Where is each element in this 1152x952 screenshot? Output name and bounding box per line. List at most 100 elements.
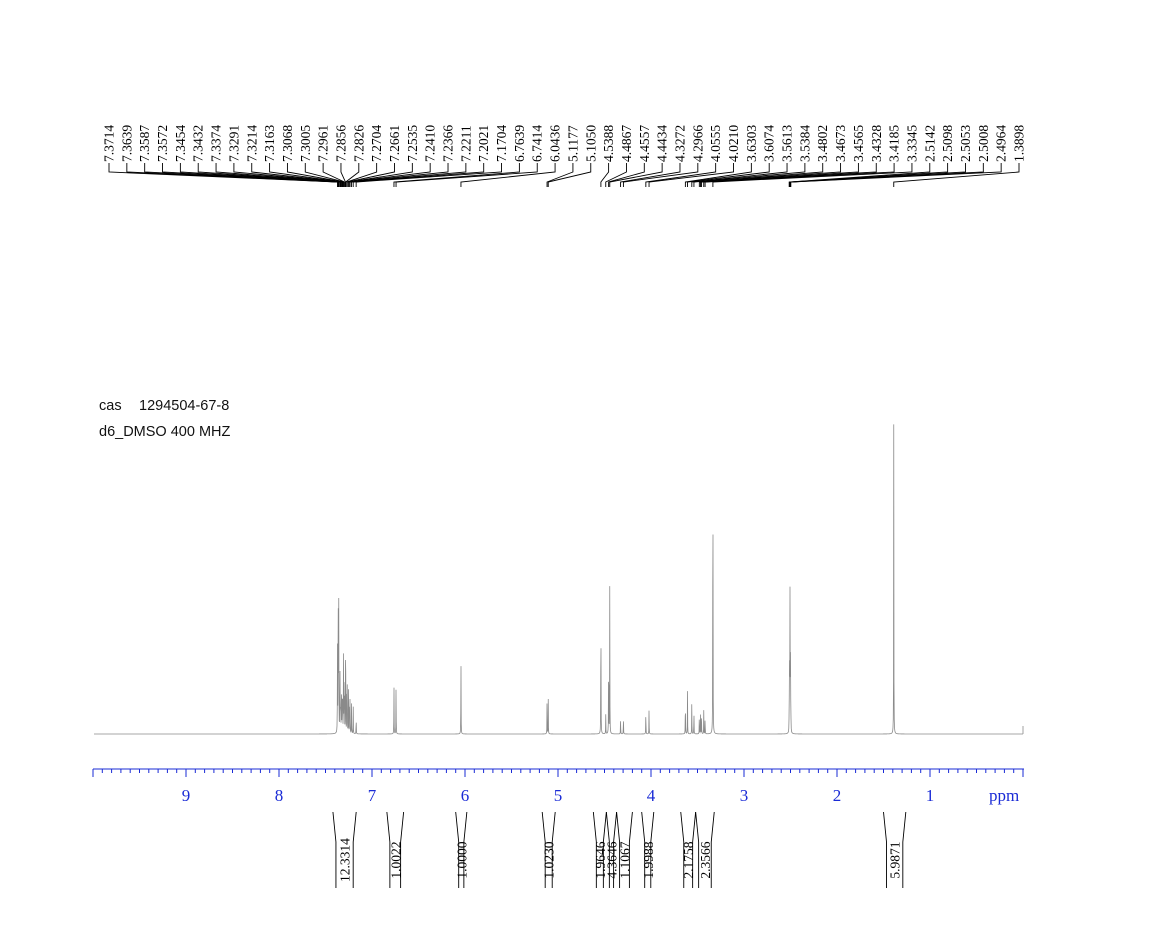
peak-label-connector: [700, 163, 842, 187]
peak-label-connector: [197, 163, 341, 187]
x-tick-label: 8: [275, 786, 284, 805]
integral-value-label: 1.0000: [454, 841, 469, 878]
peak-label-connector: [460, 163, 556, 187]
cas-number: 1294504-67-8: [139, 398, 229, 414]
peak-label: 3.5384: [797, 125, 812, 162]
peak-label-connector: [349, 163, 449, 187]
peak-label-connector: [698, 163, 824, 187]
peak-label-connector: [684, 163, 752, 187]
peak-label-connector: [691, 163, 788, 187]
peak-label-connector: [347, 163, 413, 187]
peak-label-connector: [605, 163, 627, 187]
peak-label: 4.4434: [655, 125, 670, 162]
peak-label: 4.0210: [726, 125, 741, 162]
integral-bracket: [592, 811, 607, 888]
peak-label: 2.5008: [976, 125, 991, 162]
peak-label: 4.4867: [619, 125, 634, 162]
peak-label-connector: [547, 163, 592, 187]
integral-bracket: [386, 811, 405, 888]
peak-label-connector: [893, 163, 1020, 187]
peak-label-connector: [704, 163, 895, 187]
peak-label: 2.5098: [940, 125, 955, 162]
peak-label-connector: [269, 163, 344, 187]
peak-label: 7.2366: [441, 125, 456, 162]
peak-label-connector: [546, 163, 574, 187]
peak-label-connector: [790, 163, 1002, 187]
peak-label: 4.4557: [637, 125, 652, 162]
peak-label: 3.4673: [833, 125, 848, 162]
peak-label-connector: [608, 163, 645, 187]
peak-label: 7.3163: [262, 125, 277, 162]
peak-label: 7.3374: [209, 125, 224, 162]
integral-value-label: 12.3314: [338, 838, 353, 882]
peak-label-connector: [251, 163, 343, 187]
integral-value-label: 1.1067: [617, 841, 632, 878]
peak-label: 7.2661: [387, 125, 402, 162]
integral-bracket: [883, 811, 907, 888]
x-tick-label: 3: [740, 786, 749, 805]
peak-label-connector: [352, 163, 485, 187]
peak-label: 7.3432: [191, 125, 206, 162]
spectrum-trace: [94, 424, 1023, 735]
peak-label-connector: [322, 163, 345, 187]
peak-label-group: 7.3714 7.3639 7.3587 7.3572 7.3454 7.3432 7.33…: [102, 125, 1027, 187]
integral-value-label: 1.9988: [641, 841, 656, 878]
peak-label: 7.2410: [423, 125, 438, 162]
cas-label: cas: [99, 398, 122, 414]
peak-label-connector: [355, 163, 502, 187]
integral-bracket: [455, 811, 468, 888]
peak-label-connector: [393, 163, 520, 187]
integral-value-label: 4.3646: [604, 841, 619, 878]
peak-label-connector: [286, 163, 344, 187]
peak-label-connector: [687, 163, 770, 187]
peak-label: 7.3005: [298, 125, 313, 162]
peak-label: 2.4964: [994, 125, 1009, 162]
peak-label: 5.1050: [583, 125, 598, 162]
peak-label: 3.6303: [744, 125, 759, 162]
peak-label-connector: [345, 163, 360, 187]
integral-bracket: [641, 811, 655, 888]
peak-label: 2.5053: [958, 125, 973, 162]
solvent-frequency-label: d6_DMSO 400 MHZ: [99, 424, 230, 440]
integral-group: 12.3314 1.0022 1.0000 1.0230 1.96464.36461.1…: [332, 811, 907, 888]
integral-bracket: [695, 811, 715, 888]
x-tick-label: 2: [833, 786, 842, 805]
peak-label: 3.3345: [904, 125, 919, 162]
peak-label: 3.4328: [869, 125, 884, 162]
peak-label: 3.4185: [887, 125, 902, 162]
peak-label-connector: [703, 163, 877, 187]
peak-label: 6.0436: [548, 125, 563, 162]
integral-value-label: 2.1758: [681, 841, 696, 878]
peak-label: 7.2961: [316, 125, 331, 162]
peak-label-connector: [620, 163, 681, 187]
peak-label-connector: [350, 163, 467, 187]
x-tick-label: 1: [926, 786, 935, 805]
peak-label-connector: [126, 163, 339, 187]
x-tick-label: 6: [461, 786, 470, 805]
integral-value-label: 1.0022: [388, 841, 403, 878]
spectrum-plot: [94, 424, 1024, 735]
x-tick-label: 4: [647, 786, 656, 805]
peak-label: 7.2704: [369, 125, 384, 162]
peak-label: 7.2535: [405, 125, 420, 162]
peak-label-connector: [693, 163, 806, 187]
integral-value-label: 2.3566: [698, 841, 713, 878]
integral-bracket: [541, 811, 556, 888]
peak-label: 4.0555: [708, 125, 723, 162]
peak-label-connector: [648, 163, 734, 187]
peak-label-connector: [622, 163, 699, 187]
integral-value-label: 1.0230: [542, 841, 557, 878]
x-axis-unit-label: ppm: [989, 786, 1019, 805]
peak-label: 7.3639: [119, 125, 134, 162]
sample-info: cas 1294504-67-8 d6_DMSO 400 MHZ: [99, 398, 230, 440]
peak-label: 4.2966: [690, 125, 705, 162]
peak-label: 7.2856: [333, 125, 348, 162]
peak-label: 2.5142: [922, 125, 937, 162]
peak-label: 6.7414: [530, 125, 545, 162]
integral-bracket: [680, 811, 697, 888]
peak-label: 1.3898: [1012, 125, 1027, 162]
peak-label: 7.3572: [155, 125, 170, 162]
integral-value-label: 5.9871: [888, 841, 903, 878]
integral-bracket: [616, 811, 633, 888]
